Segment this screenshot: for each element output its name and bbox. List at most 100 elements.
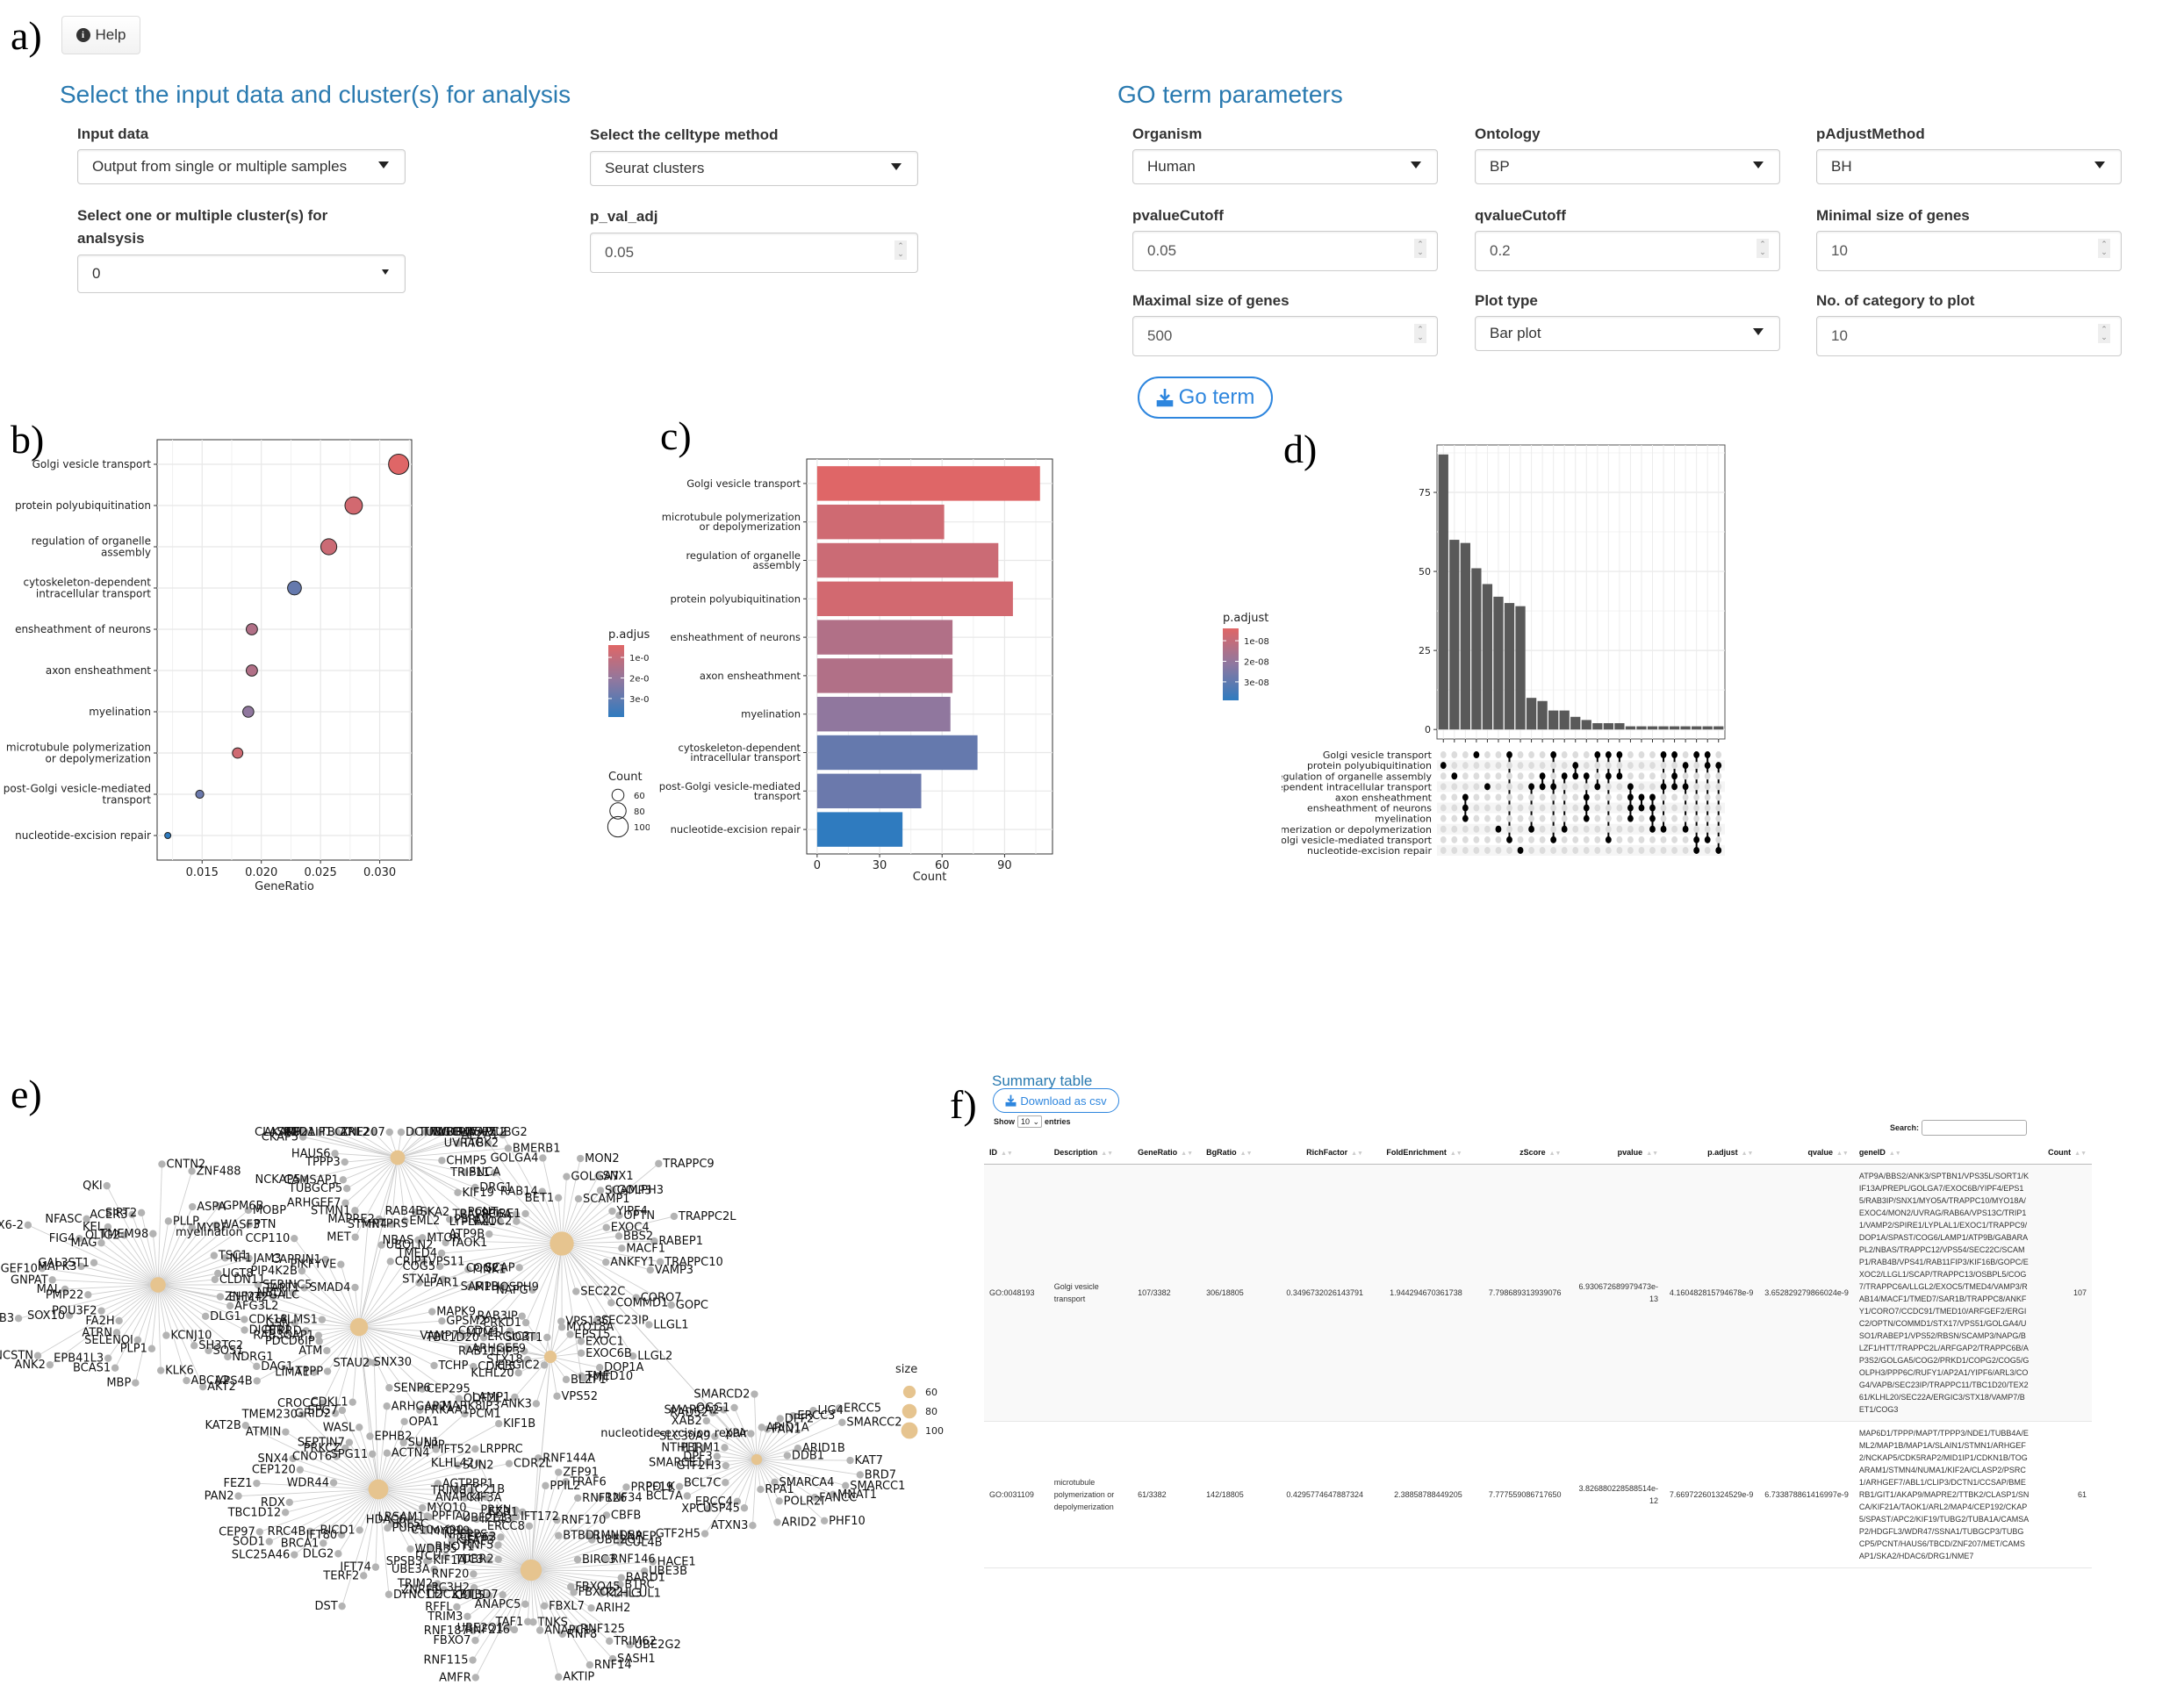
help-button[interactable]: i Help [61,16,140,54]
go-term-button[interactable]: Go term [1138,377,1273,419]
network-edge [301,1414,379,1490]
gene-node [469,1626,478,1635]
matrix-dot-active [1594,751,1601,759]
sort-icon: ▲▼ [1741,1151,1754,1157]
network-edge [341,1488,379,1607]
gene-label: CBFB [611,1509,641,1522]
category-hub-node [349,1317,369,1337]
panel-label-f: f) [950,1082,977,1127]
column-header-qvalue[interactable]: qvalue ▲▼ [1758,1141,1854,1165]
gene-label: TPPP3 [305,1156,341,1169]
y-tick-label: Golgi vesicle transport [32,458,152,470]
number-spinner[interactable]: ⌃ ⌄ [2098,239,2110,258]
matrix-dot-inactive [1594,762,1601,770]
column-header-description[interactable]: Description ▲▼ [1048,1141,1133,1165]
gene-node [291,1234,298,1243]
gene-node [48,1276,56,1284]
matrix-dot-active [1616,751,1623,759]
number-spinner[interactable]: ⌃ ⌄ [1414,239,1426,258]
set-label: cytoskeleton-dependent intracellular tra… [1282,781,1433,793]
plot-type-select[interactable]: Bar plot [1475,316,1780,351]
column-header-id[interactable]: ID ▲▼ [984,1141,1049,1165]
gene-label: NCKAP5 [255,1173,300,1187]
pvalue-cutoff-input[interactable]: 0.05 ⌃ ⌄ [1132,231,1438,271]
gene-label: PRKD1 [483,1316,521,1330]
intersection-bar [1526,698,1537,730]
matrix-dot-inactive [1451,825,1458,833]
clusters-value: 0 [92,265,101,282]
matrix-dot-inactive [1539,814,1546,822]
ontology-select[interactable]: BP [1475,149,1780,184]
entries-select[interactable]: 10 ⌄ [1017,1115,1042,1128]
gene-node [419,1234,427,1242]
matrix-row-stripe [1437,823,1725,835]
gene-label: SLC25A46 [232,1549,291,1562]
gene-node [369,1450,377,1458]
network-edge [157,1171,193,1286]
gene-label: LLGL1 [653,1318,688,1331]
matrix-dot-inactive [1440,825,1447,833]
number-spinner[interactable]: ⌃ ⌄ [1757,239,1769,258]
n-category-input[interactable]: 10 ⌃ ⌄ [1816,316,2122,356]
matrix-dot-inactive [1462,846,1469,854]
column-header-padjust[interactable]: p.adjust ▲▼ [1663,1141,1759,1165]
gene-label: ARHGAP21 [392,1400,454,1413]
number-spinner[interactable]: ⌃ ⌄ [894,240,907,260]
gene-node [606,1637,614,1646]
clusters-select[interactable]: 0 [77,255,406,293]
column-header-bgratio[interactable]: BgRatio ▲▼ [1201,1141,1270,1165]
gene-label: CDKL1 [311,1396,348,1409]
min-size-label: Minimal size of genes [1816,207,1970,224]
gene-label: SNX1 [602,1170,633,1183]
network-edge [124,1235,159,1286]
max-size-input[interactable]: 500 ⌃ ⌄ [1132,316,1438,356]
download-icon [1156,389,1173,407]
number-spinner[interactable]: ⌃ ⌄ [1414,324,1426,343]
gene-label: RAB3GAP1 [253,1330,314,1343]
network-edge [245,1424,379,1490]
matrix-dot-inactive [1462,762,1469,770]
gene-label: SNX30 [374,1356,412,1369]
celltype-method-select[interactable]: Seurat clusters [590,151,918,186]
network-edge [410,1518,532,1571]
input-data-select[interactable]: Output from single or multiple samples [77,149,406,184]
gene-node [491,1168,499,1177]
table-row[interactable]: GO:0031109 microtubule polymerization or… [984,1421,2092,1568]
gene-label: STX17 [402,1273,439,1287]
edge-layer [18,1131,860,1678]
y-tick-label: protein polyubiquitination [670,592,801,605]
padjust-method-select[interactable]: BH [1816,149,2122,184]
column-header-count[interactable]: Count ▲▼ [2034,1141,2092,1165]
column-header-foldenrichment[interactable]: FoldEnrichment ▲▼ [1368,1141,1468,1165]
matrix-dot-active [1704,762,1711,770]
download-csv-button[interactable]: Download as csv [993,1088,1119,1113]
network-edge [358,1326,370,1437]
min-size-input[interactable]: 10 ⌃ ⌄ [1816,231,2122,271]
gene-label: TSC1 [218,1250,248,1263]
table-row[interactable]: GO:0048193 Golgi vesicle transport 107/3… [984,1164,2092,1422]
intersection-bar [1471,568,1482,730]
network-edge [736,1459,758,1502]
number-spinner[interactable]: ⌃ ⌄ [2098,324,2110,343]
column-header-generatio[interactable]: GeneRatio ▲▼ [1132,1141,1202,1165]
matrix-dot-inactive [1473,825,1480,833]
cell-geneid: ATP9A/​BBS2/​ANK3/​SPTBN1/​VPS35L/​SORT1… [1853,1164,2035,1422]
matrix-dot-inactive [1616,825,1623,833]
organism-select[interactable]: Human [1132,149,1438,184]
network-edge [679,1459,758,1488]
gene-node [587,1603,595,1612]
column-header-geneid[interactable]: geneID ▲▼ [1853,1141,2035,1165]
column-header-pvalue[interactable]: pvalue ▲▼ [1566,1141,1664,1165]
search-input[interactable] [1922,1120,2028,1136]
matrix-dot-inactive [1660,762,1667,770]
p-val-adj-input[interactable]: 0.05 ⌃ ⌄ [590,233,918,273]
column-header-richfactor[interactable]: RichFactor ▲▼ [1269,1141,1369,1165]
qvalue-cutoff-input[interactable]: 0.2 ⌃ ⌄ [1475,231,1780,271]
matrix-dot-active [1638,793,1645,801]
gene-label: WDR44 [287,1476,329,1489]
matrix-dot-inactive [1451,836,1458,843]
gene-label: MOBP [253,1204,286,1217]
matrix-dot-inactive [1528,846,1534,854]
column-header-zscore[interactable]: zScore ▲▼ [1467,1141,1567,1165]
cell-bgratio: 306/18805 [1201,1164,1270,1422]
